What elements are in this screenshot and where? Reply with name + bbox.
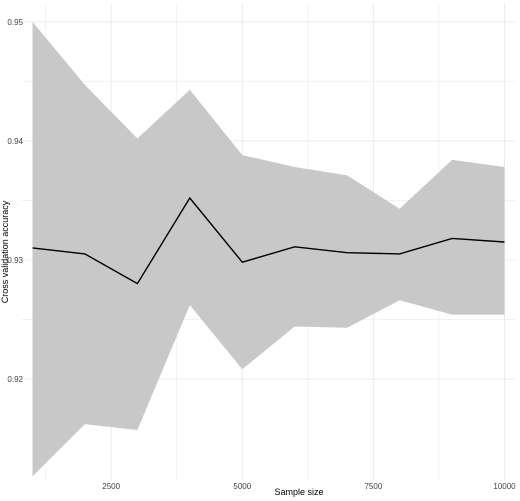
y-tick-label: 0.95	[7, 18, 23, 27]
x-axis-title: Sample size	[274, 487, 323, 497]
y-axis-title: Cross validation accuracy	[0, 200, 10, 303]
x-tick-label: 5000	[233, 482, 251, 491]
x-axis-ticks: 2500 5000 7500 10000	[102, 482, 516, 491]
y-tick-label: 0.92	[7, 375, 23, 384]
x-tick-label: 10000	[493, 482, 516, 491]
x-tick-label: 7500	[364, 482, 382, 491]
y-tick-label: 0.93	[7, 256, 23, 265]
confidence-ribbon	[32, 21, 505, 477]
y-axis-ticks: 0.92 0.93 0.94 0.95	[7, 18, 23, 384]
y-tick-label: 0.94	[7, 137, 23, 146]
mean-accuracy-line	[32, 196, 505, 285]
x-tick-label: 2500	[102, 482, 120, 491]
